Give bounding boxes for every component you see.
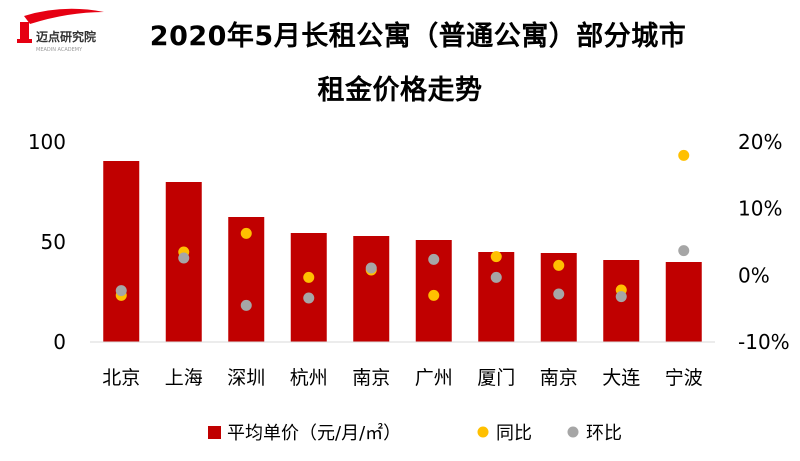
logo-name: 迈点研究院 [36, 29, 96, 44]
category-label-0: 北京 [102, 367, 140, 389]
logo-tower [20, 22, 29, 40]
meadin-logo: 迈点研究院 MEADIN ACADEMY [17, 8, 104, 53]
mom-point-8 [615, 291, 627, 303]
category-label-1: 上海 [165, 367, 203, 389]
category-label-6: 厦门 [477, 367, 515, 389]
legend-label-0: 平均单价（元/月/㎡） [227, 422, 401, 444]
yoy-point-5 [428, 289, 440, 301]
bar-6 [478, 252, 515, 342]
mom-point-1 [178, 252, 190, 264]
bar-0 [103, 161, 140, 342]
chart-title-line-1: 2020年5月长租公寓（普通公寓）部分城市 [149, 21, 687, 52]
legend-label-1: 同比 [496, 423, 532, 444]
bar-9 [665, 262, 702, 342]
bar-3 [290, 233, 327, 342]
legend-swatch-2 [567, 426, 579, 438]
category-label-9: 宁波 [665, 367, 703, 389]
right-tick-2: 10% [738, 197, 782, 221]
logo-tagline: MEADIN ACADEMY [36, 47, 83, 53]
bar-4 [353, 236, 390, 342]
left-tick-0: 0 [53, 330, 66, 354]
left-tick-2: 100 [28, 130, 66, 154]
category-label-5: 广州 [415, 367, 453, 389]
legend-swatch-1 [477, 426, 489, 438]
legend-swatch-0 [208, 426, 221, 439]
yoy-point-2 [240, 227, 252, 239]
yoy-point-7 [553, 259, 565, 271]
category-label-7: 南京 [540, 367, 578, 389]
mom-point-4 [365, 262, 377, 274]
yoy-point-9 [678, 149, 690, 161]
right-tick-1: 0% [738, 263, 770, 287]
yoy-point-3 [303, 271, 315, 283]
left-tick-1: 50 [41, 230, 66, 254]
right-tick-0: -10% [738, 330, 790, 354]
category-label-3: 杭州 [290, 367, 328, 389]
mom-point-0 [115, 285, 127, 297]
yoy-point-6 [490, 251, 502, 263]
right-tick-3: 20% [738, 130, 782, 154]
mom-point-5 [428, 253, 440, 265]
legend-label-2: 环比 [586, 423, 622, 444]
mom-point-7 [553, 288, 565, 300]
category-label-2: 深圳 [227, 367, 265, 389]
mom-point-9 [678, 245, 690, 257]
mom-point-3 [303, 292, 315, 304]
category-label-4: 南京 [352, 367, 390, 389]
category-label-8: 大连 [602, 367, 640, 389]
logo-swoosh [24, 8, 104, 24]
mom-point-6 [490, 271, 502, 283]
mom-point-2 [240, 299, 252, 311]
chart-title-line-2: 租金价格走势 [317, 75, 483, 106]
